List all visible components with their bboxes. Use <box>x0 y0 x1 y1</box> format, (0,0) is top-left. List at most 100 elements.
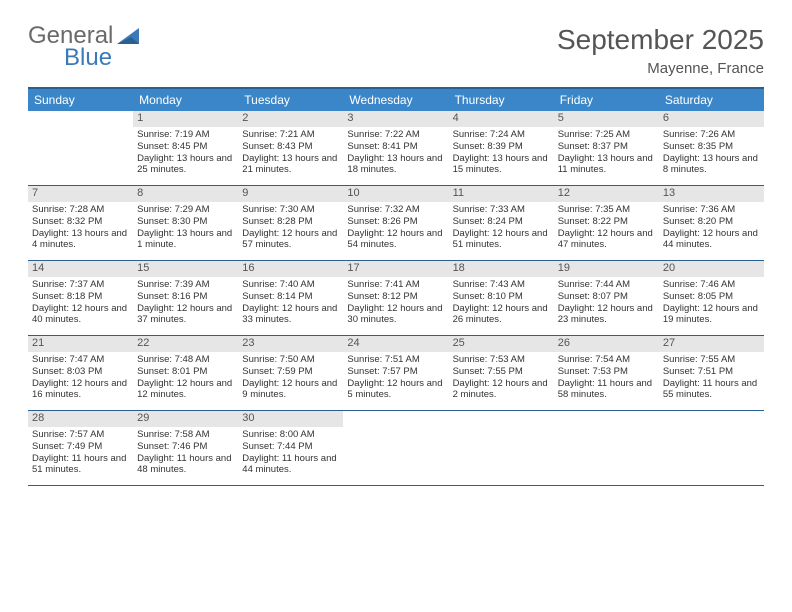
day-cell: 26 Sunrise: 7:54 AMSunset: 7:53 PMDayligh… <box>554 336 659 410</box>
day-number: 22 <box>133 336 238 352</box>
daylight-line: Daylight: 12 hours and 47 minutes. <box>558 228 655 252</box>
sunrise-line: Sunrise: 7:22 AM <box>347 129 444 141</box>
day-info: Sunrise: 7:35 AMSunset: 8:22 PMDaylight:… <box>558 204 655 252</box>
weekday-header: Wednesday <box>343 89 448 111</box>
sunset-line: Sunset: 7:57 PM <box>347 366 444 378</box>
sunset-line: Sunset: 7:51 PM <box>663 366 760 378</box>
day-info: Sunrise: 7:29 AMSunset: 8:30 PMDaylight:… <box>137 204 234 252</box>
daylight-line: Daylight: 13 hours and 1 minute. <box>137 228 234 252</box>
daylight-line: Daylight: 13 hours and 21 minutes. <box>242 153 339 177</box>
day-cell <box>343 411 448 485</box>
day-cell: 2Sunrise: 7:21 AMSunset: 8:43 PMDaylight… <box>238 111 343 185</box>
sunrise-line: Sunrise: 7:57 AM <box>32 429 129 441</box>
daylight-line: Daylight: 12 hours and 23 minutes. <box>558 303 655 327</box>
day-number: 21 <box>28 336 133 352</box>
day-info: Sunrise: 7:26 AMSunset: 8:35 PMDaylight:… <box>663 129 760 177</box>
day-number: 9 <box>238 186 343 202</box>
sunset-line: Sunset: 7:55 PM <box>453 366 550 378</box>
sunrise-line: Sunrise: 7:36 AM <box>663 204 760 216</box>
day-cell: 6Sunrise: 7:26 AMSunset: 8:35 PMDaylight… <box>659 111 764 185</box>
sunset-line: Sunset: 8:26 PM <box>347 216 444 228</box>
day-number: 4 <box>449 111 554 127</box>
daylight-line: Daylight: 12 hours and 33 minutes. <box>242 303 339 327</box>
day-number: 29 <box>133 411 238 427</box>
day-info: Sunrise: 7:44 AMSunset: 8:07 PMDaylight:… <box>558 279 655 327</box>
day-number: 25 <box>449 336 554 352</box>
sunset-line: Sunset: 8:10 PM <box>453 291 550 303</box>
day-number: 23 <box>238 336 343 352</box>
day-number: 5 <box>554 111 659 127</box>
sunset-line: Sunset: 7:59 PM <box>242 366 339 378</box>
day-number: 19 <box>554 261 659 277</box>
daylight-line: Daylight: 12 hours and 54 minutes. <box>347 228 444 252</box>
day-cell: 18 Sunrise: 7:43 AMSunset: 8:10 PMDayligh… <box>449 261 554 335</box>
sunset-line: Sunset: 7:46 PM <box>137 441 234 453</box>
day-cell: 24 Sunrise: 7:51 AMSunset: 7:57 PMDayligh… <box>343 336 448 410</box>
sunset-line: Sunset: 8:16 PM <box>137 291 234 303</box>
day-cell: 12Sunrise: 7:35 AMSunset: 8:22 PMDayligh… <box>554 186 659 260</box>
day-cell: 9Sunrise: 7:30 AMSunset: 8:28 PMDaylight… <box>238 186 343 260</box>
sunrise-line: Sunrise: 7:54 AM <box>558 354 655 366</box>
daylight-line: Daylight: 11 hours and 44 minutes. <box>242 453 339 477</box>
day-info: Sunrise: 7:57 AMSunset: 7:49 PMDaylight:… <box>32 429 129 477</box>
sunrise-line: Sunrise: 7:25 AM <box>558 129 655 141</box>
sunset-line: Sunset: 8:20 PM <box>663 216 760 228</box>
day-cell: 22 Sunrise: 7:48 AMSunset: 8:01 PMDayligh… <box>133 336 238 410</box>
sunset-line: Sunset: 7:44 PM <box>242 441 339 453</box>
day-number: 17 <box>343 261 448 277</box>
sunrise-line: Sunrise: 7:24 AM <box>453 129 550 141</box>
sunrise-line: Sunrise: 7:21 AM <box>242 129 339 141</box>
daylight-line: Daylight: 12 hours and 44 minutes. <box>663 228 760 252</box>
sunset-line: Sunset: 8:35 PM <box>663 141 760 153</box>
sunset-line: Sunset: 7:49 PM <box>32 441 129 453</box>
weekday-header: Sunday <box>28 89 133 111</box>
sunset-line: Sunset: 8:37 PM <box>558 141 655 153</box>
day-info: Sunrise: 7:36 AMSunset: 8:20 PMDaylight:… <box>663 204 760 252</box>
sunset-line: Sunset: 8:45 PM <box>137 141 234 153</box>
day-info: Sunrise: 7:48 AMSunset: 8:01 PMDaylight:… <box>137 354 234 402</box>
sunrise-line: Sunrise: 7:51 AM <box>347 354 444 366</box>
sunrise-line: Sunrise: 7:39 AM <box>137 279 234 291</box>
day-info: Sunrise: 7:51 AMSunset: 7:57 PMDaylight:… <box>347 354 444 402</box>
daylight-line: Daylight: 12 hours and 57 minutes. <box>242 228 339 252</box>
day-cell: 27Sunrise: 7:55 AMSunset: 7:51 PMDayligh… <box>659 336 764 410</box>
day-cell: 20Sunrise: 7:46 AMSunset: 8:05 PMDayligh… <box>659 261 764 335</box>
day-info: Sunrise: 7:37 AMSunset: 8:18 PMDaylight:… <box>32 279 129 327</box>
daylight-line: Daylight: 13 hours and 8 minutes. <box>663 153 760 177</box>
sunset-line: Sunset: 7:53 PM <box>558 366 655 378</box>
sunrise-line: Sunrise: 7:44 AM <box>558 279 655 291</box>
sunrise-line: Sunrise: 7:53 AM <box>453 354 550 366</box>
daylight-line: Daylight: 11 hours and 58 minutes. <box>558 378 655 402</box>
day-number: 28 <box>28 411 133 427</box>
day-number: 26 <box>554 336 659 352</box>
sunrise-line: Sunrise: 7:58 AM <box>137 429 234 441</box>
sunrise-line: Sunrise: 7:19 AM <box>137 129 234 141</box>
sunrise-line: Sunrise: 7:26 AM <box>663 129 760 141</box>
calendar: SundayMondayTuesdayWednesdayThursdayFrid… <box>28 87 764 486</box>
daylight-line: Daylight: 12 hours and 37 minutes. <box>137 303 234 327</box>
day-number: 3 <box>343 111 448 127</box>
day-number: 27 <box>659 336 764 352</box>
sunrise-line: Sunrise: 7:32 AM <box>347 204 444 216</box>
day-number: 18 <box>449 261 554 277</box>
day-info: Sunrise: 7:43 AMSunset: 8:10 PMDaylight:… <box>453 279 550 327</box>
sunrise-line: Sunrise: 7:28 AM <box>32 204 129 216</box>
sunset-line: Sunset: 8:24 PM <box>453 216 550 228</box>
daylight-line: Daylight: 11 hours and 48 minutes. <box>137 453 234 477</box>
sunset-line: Sunset: 8:22 PM <box>558 216 655 228</box>
title-block: September 2025 Mayenne, France <box>557 24 764 77</box>
day-info: Sunrise: 7:28 AMSunset: 8:32 PMDaylight:… <box>32 204 129 252</box>
daylight-line: Daylight: 12 hours and 2 minutes. <box>453 378 550 402</box>
day-cell: 4Sunrise: 7:24 AMSunset: 8:39 PMDaylight… <box>449 111 554 185</box>
day-cell <box>554 411 659 485</box>
triangle-icon <box>117 26 143 51</box>
daylight-line: Daylight: 12 hours and 26 minutes. <box>453 303 550 327</box>
sunset-line: Sunset: 8:14 PM <box>242 291 339 303</box>
day-cell: 25 Sunrise: 7:53 AMSunset: 7:55 PMDayligh… <box>449 336 554 410</box>
weekday-header: Monday <box>133 89 238 111</box>
day-cell: 8Sunrise: 7:29 AMSunset: 8:30 PMDaylight… <box>133 186 238 260</box>
sunrise-line: Sunrise: 7:55 AM <box>663 354 760 366</box>
day-number: 24 <box>343 336 448 352</box>
sunset-line: Sunset: 8:39 PM <box>453 141 550 153</box>
sunset-line: Sunset: 8:43 PM <box>242 141 339 153</box>
